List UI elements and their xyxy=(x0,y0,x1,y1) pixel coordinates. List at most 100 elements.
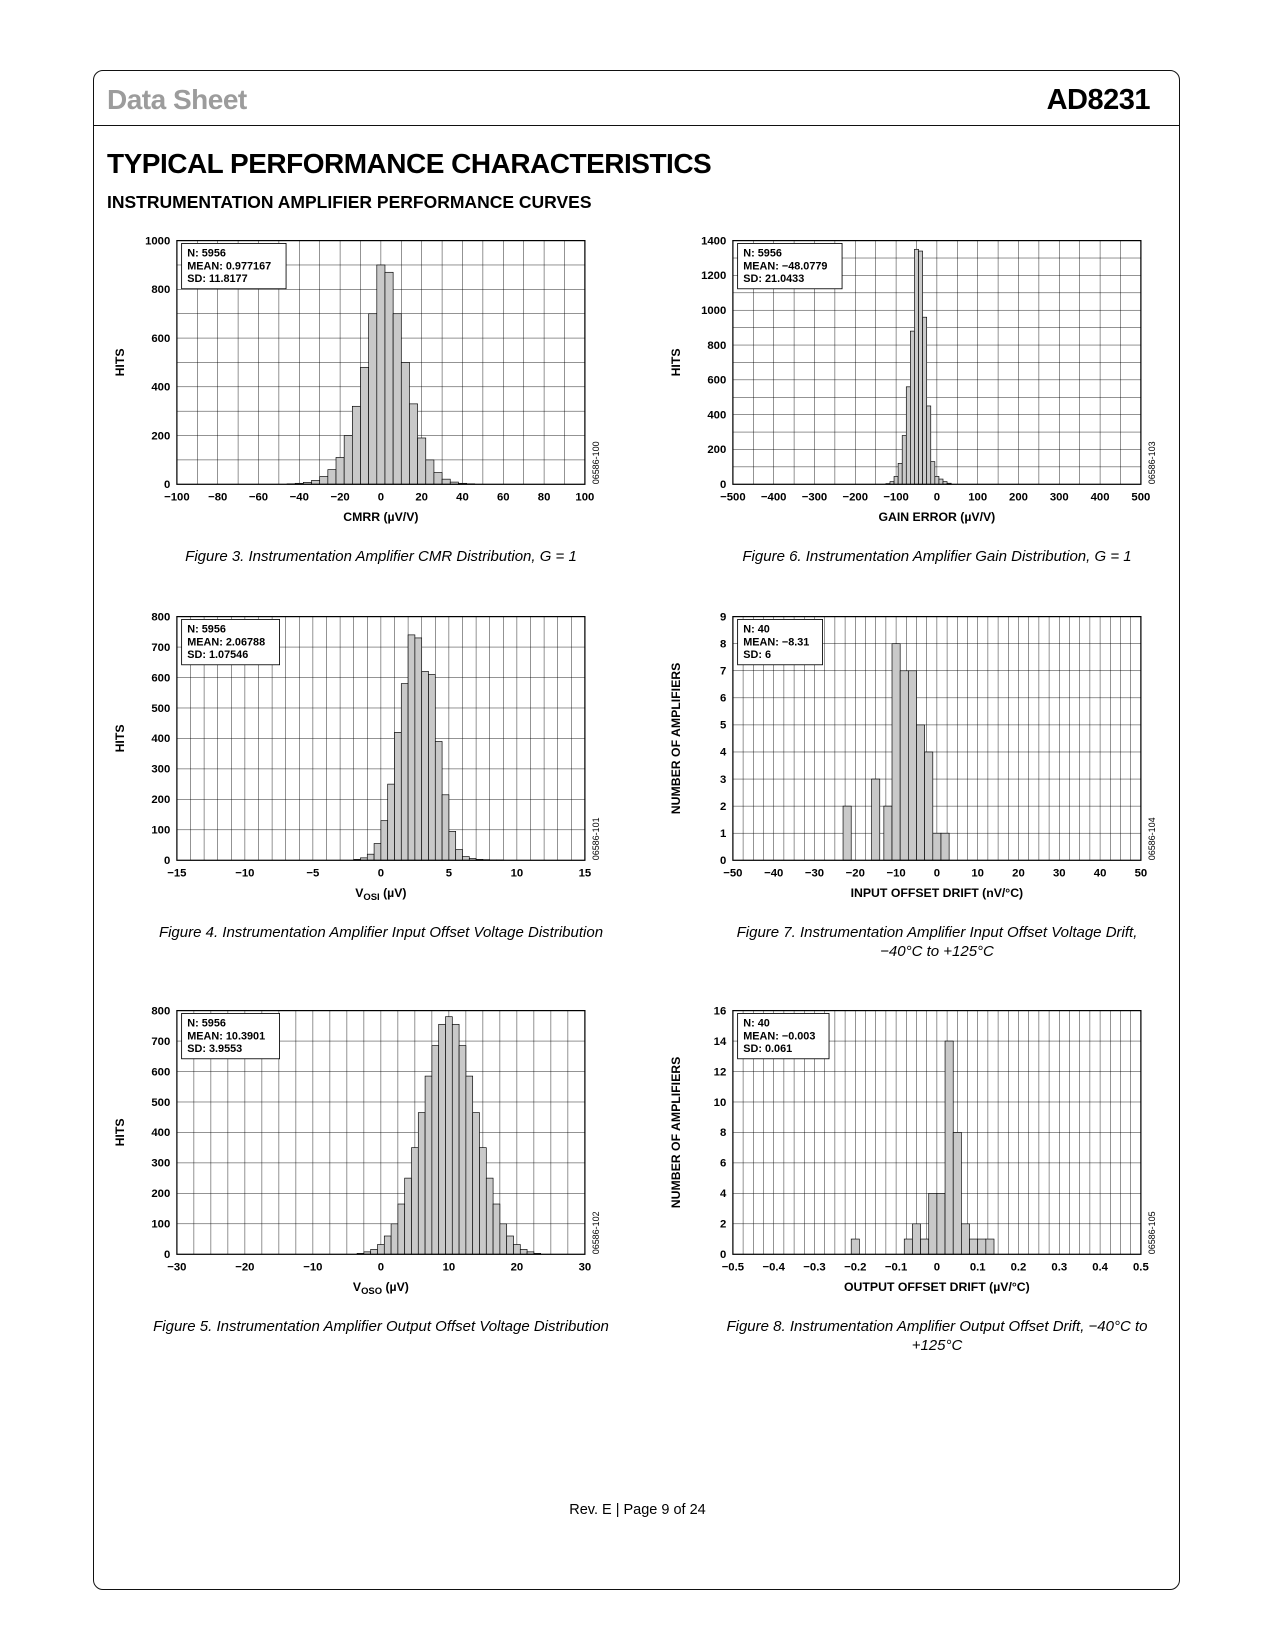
histogram-bar xyxy=(912,1223,921,1255)
x-tick-label: 200 xyxy=(1009,491,1028,503)
histogram-bar xyxy=(414,637,423,861)
y-axis-label: HITS xyxy=(113,724,127,752)
x-tick-label: −40 xyxy=(290,491,309,503)
figure-code: 06586-100 xyxy=(591,441,601,484)
histogram-bar xyxy=(376,264,386,485)
histogram-bar xyxy=(384,271,394,485)
y-tick-label: 1400 xyxy=(701,235,726,247)
x-tick-label: −100 xyxy=(883,491,909,503)
y-tick-label: 700 xyxy=(151,1036,170,1048)
y-tick-label: 200 xyxy=(151,794,170,806)
x-tick-label: −0.4 xyxy=(763,1262,786,1274)
x-tick-label: −15 xyxy=(167,867,186,879)
plot-border xyxy=(176,1010,586,1256)
stats-line: N: 5956 xyxy=(187,248,226,260)
x-tick-label: 20 xyxy=(1012,867,1025,879)
x-tick-label: 0.3 xyxy=(1051,1262,1067,1274)
histogram-bar xyxy=(940,832,950,861)
y-tick-label: 600 xyxy=(151,1067,170,1079)
histogram-bars xyxy=(842,643,950,861)
x-tick-label: 60 xyxy=(497,491,510,503)
y-tick-label: 500 xyxy=(151,703,170,715)
caption-line: Figure 5. Instrumentation Amplifier Outp… xyxy=(153,1318,609,1336)
histogram-bar xyxy=(513,1244,521,1255)
histogram-bar xyxy=(360,366,369,485)
x-tick-label: 500 xyxy=(1131,491,1150,503)
stats-box xyxy=(181,243,287,290)
histogram-bar xyxy=(944,1040,954,1255)
histogram-bar xyxy=(479,1147,487,1255)
y-tick-label: 16 xyxy=(714,1006,727,1018)
y-tick-label: 6 xyxy=(720,1158,726,1170)
y-tick-label: 0 xyxy=(164,1249,170,1261)
x-axis-label: CMRR (µV/V) xyxy=(343,510,418,524)
y-tick-label: 800 xyxy=(151,1006,170,1018)
histogram-bar xyxy=(920,1238,930,1255)
histogram-bar xyxy=(916,724,925,861)
y-tick-label: 300 xyxy=(151,1158,170,1170)
y-tick-label: 600 xyxy=(151,333,170,345)
x-tick-label: −0.3 xyxy=(803,1262,825,1274)
histogram-bar xyxy=(930,461,936,485)
x-tick-label: 100 xyxy=(968,491,987,503)
histogram-bar xyxy=(411,1147,419,1255)
y-tick-label: 700 xyxy=(151,642,170,654)
histogram-bar xyxy=(434,740,443,861)
x-tick-label: −0.5 xyxy=(722,1262,744,1274)
histogram-bar xyxy=(905,386,911,485)
y-tick-label: 200 xyxy=(707,444,726,456)
stats-line: MEAN: −48.0779 xyxy=(743,260,827,272)
x-tick-label: 50 xyxy=(1135,867,1148,879)
x-tick-label: 0.1 xyxy=(970,1262,986,1274)
figure-3-block: N: 5956 MEAN: 0.977167 SD: 11.8177 −100 −80 −… xyxy=(107,229,617,567)
histogram-bar xyxy=(506,1235,514,1255)
y-tick-label: 400 xyxy=(151,1127,170,1139)
histogram-bar xyxy=(394,731,402,861)
x-axis-label: VOSO (µV) xyxy=(353,1280,409,1297)
histogram-bar xyxy=(455,849,463,861)
histogram-bar xyxy=(952,1132,962,1255)
histogram-bar xyxy=(343,435,353,485)
x-tick-label: 100 xyxy=(575,491,594,503)
caption-line: Figure 3. Instrumentation Amplifier CMR … xyxy=(185,548,577,565)
stats-box xyxy=(737,1013,830,1060)
plot-border xyxy=(732,615,1142,861)
histogram-bar xyxy=(842,805,852,861)
y-tick-label: 1000 xyxy=(145,235,170,247)
histogram-bar xyxy=(387,783,395,861)
y-axis-label: NUMBER OF AMPLIFIERS xyxy=(669,1057,683,1209)
y-tick-label: 0 xyxy=(720,479,726,491)
histogram-bar xyxy=(417,437,427,485)
histogram-bar xyxy=(910,330,915,485)
histogram-bar xyxy=(922,316,928,485)
histogram-bar xyxy=(928,1193,938,1255)
histogram-bar xyxy=(936,1193,946,1255)
x-tick-label: −20 xyxy=(846,867,865,879)
histogram-bar xyxy=(492,1203,501,1255)
histogram-bar xyxy=(438,1024,446,1255)
y-tick-label: 8 xyxy=(720,638,726,650)
histogram-bar xyxy=(409,403,418,485)
y-tick-label: 800 xyxy=(151,284,170,296)
y-axis-label: HITS xyxy=(669,348,683,376)
x-tick-label: −300 xyxy=(802,491,828,503)
x-tick-label: 30 xyxy=(579,1262,592,1274)
x-tick-label: −400 xyxy=(761,491,787,503)
y-tick-label: 600 xyxy=(707,375,726,387)
section-title: INSTRUMENTATION AMPLIFIER PERFORMANCE CU… xyxy=(107,192,592,212)
histogram-bar xyxy=(472,1112,480,1255)
histogram-bar xyxy=(421,670,429,861)
x-tick-label: 10 xyxy=(443,1262,456,1274)
histogram-bar xyxy=(465,1076,474,1255)
stats-line: N: 5956 xyxy=(743,248,782,260)
histogram-bar xyxy=(918,250,923,485)
x-tick-label: −30 xyxy=(805,867,824,879)
histogram-bar xyxy=(404,1178,412,1255)
y-tick-label: 400 xyxy=(151,733,170,745)
plot-border xyxy=(176,615,586,861)
stats-line: N: 5956 xyxy=(187,623,226,635)
x-axis-label: GAIN ERROR (µV/V) xyxy=(878,510,995,524)
y-axis-label: HITS xyxy=(113,348,127,376)
